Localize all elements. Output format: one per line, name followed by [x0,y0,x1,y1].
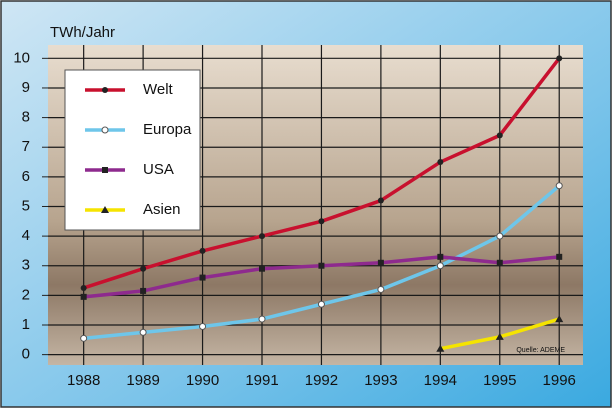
x-tick-label: 1989 [126,372,159,389]
x-tick-label: 1996 [543,372,576,389]
marker [318,218,325,225]
marker [101,206,109,213]
marker [80,334,88,342]
marker [377,197,384,204]
marker [437,253,444,260]
marker [258,315,266,323]
marker [556,55,563,62]
marker [80,284,87,291]
x-tick-label: 1994 [424,372,457,389]
x-tick-label: 1995 [483,372,516,389]
marker [436,344,445,352]
marker [199,247,206,254]
marker [317,300,325,308]
marker [199,274,206,281]
marker [496,259,503,266]
marker [318,262,325,269]
source: Quelle: ADEME [516,347,565,354]
y-tick-label: 10 [13,49,30,66]
x-tick-label: 1992 [305,372,338,389]
marker [495,332,504,340]
marker [377,285,385,293]
y-tick-label: 2 [22,286,30,303]
legend-label: Asien [143,201,181,218]
y-tick-label: 4 [22,227,30,244]
y-tick-label: 0 [22,346,30,363]
y-tick-label: 5 [22,197,30,214]
marker [436,262,444,270]
marker [496,232,504,240]
legend-label: Welt [143,81,174,98]
marker [139,328,147,336]
y-tick-label: 6 [22,168,30,185]
marker [496,132,503,139]
x-tick-label: 1993 [364,372,397,389]
marker [140,287,147,294]
marker [259,265,265,272]
marker [377,259,384,266]
y-tick-label: 9 [22,79,30,96]
legend-label: Europa [143,121,192,138]
marker [102,167,108,173]
y-tick-label: 1 [22,316,30,333]
marker [437,159,444,166]
x-tick-label: 1990 [186,372,219,389]
x-tick-label: 1988 [67,372,100,389]
y-tick-label: 7 [22,138,30,155]
legend [64,69,201,231]
marker [555,315,564,323]
marker [101,126,109,134]
y-axis-label: TWh/Jahr [50,24,115,41]
legend-label: USA [143,161,174,178]
y-tick-label: 8 [22,109,30,126]
marker [140,265,147,272]
marker [102,87,108,93]
x-tick-label: 1991 [245,372,278,389]
marker [555,182,563,190]
marker [556,253,563,260]
marker [259,233,265,240]
marker [199,322,207,330]
y-tick-label: 3 [22,257,30,274]
marker [80,293,87,300]
